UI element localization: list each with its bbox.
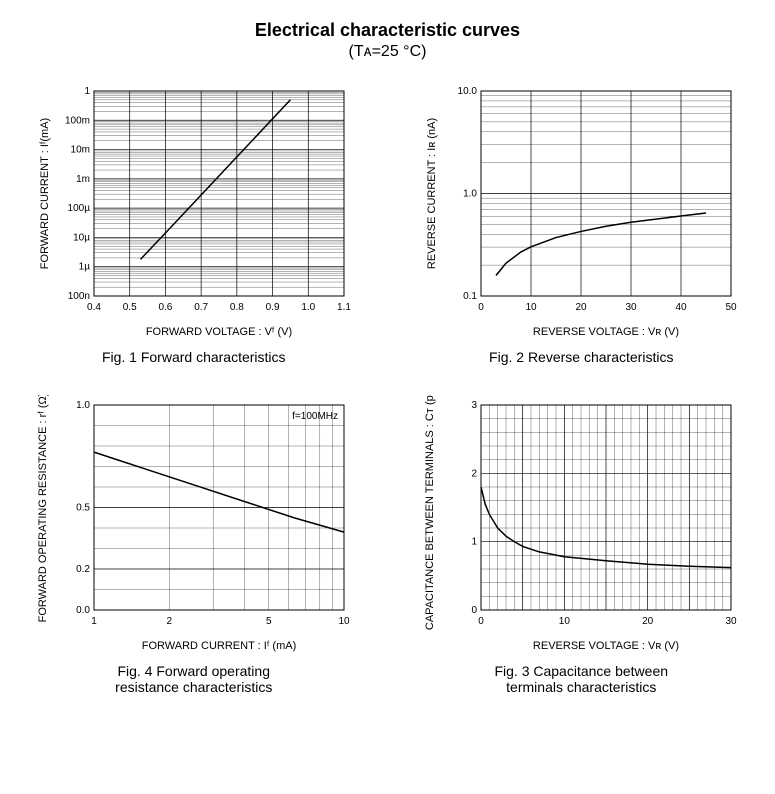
svg-text:1: 1 (91, 616, 97, 627)
svg-text:0.1: 0.1 (463, 291, 477, 302)
svg-text:0.4: 0.4 (87, 302, 101, 313)
caption-fig3: Fig. 3 Capacitance between terminals cha… (494, 663, 668, 695)
svg-text:10: 10 (338, 616, 350, 627)
svg-text:0.9: 0.9 (265, 302, 279, 313)
panel-fig4: 1 2 5 10 0.0 0.2 0.5 1.0 f=100MHz FORWARD CURRENT… (20, 395, 368, 695)
svg-text:0.8: 0.8 (230, 302, 244, 313)
svg-text:1.0: 1.0 (76, 400, 90, 411)
svg-text:10µ: 10µ (73, 232, 90, 243)
svg-text:1: 1 (84, 86, 90, 97)
svg-text:10: 10 (526, 302, 538, 313)
svg-text:f=100MHz: f=100MHz (292, 411, 338, 422)
svg-text:REVERSE VOLTAGE : Vʀ (V): REVERSE VOLTAGE : Vʀ (V) (533, 326, 679, 338)
svg-text:1: 1 (472, 537, 478, 548)
svg-text:10m: 10m (70, 145, 89, 156)
svg-text:0: 0 (478, 616, 484, 627)
svg-text:100n: 100n (68, 291, 90, 302)
chart-fig3: 0 10 20 30 0 1 2 3 REVERSE VOLTAGE : Vʀ (V) CAPAC… (421, 395, 741, 655)
svg-text:40: 40 (676, 302, 688, 313)
svg-text:10.0: 10.0 (458, 86, 478, 97)
svg-text:1.1: 1.1 (337, 302, 351, 313)
chart-fig1: 100n 1µ 10µ 100µ 1m 10m 100m 1 0.4 0.5 0.6 0.7 0.8 0.… (34, 81, 354, 341)
svg-text:0.6: 0.6 (158, 302, 172, 313)
svg-text:2: 2 (166, 616, 172, 627)
panel-fig3: 0 10 20 30 0 1 2 3 REVERSE VOLTAGE : Vʀ (V) CAPAC… (408, 395, 756, 695)
svg-text:3: 3 (472, 400, 478, 411)
svg-text:FORWARD CURRENT : Iᶠ (mA): FORWARD CURRENT : Iᶠ (mA) (142, 640, 296, 652)
svg-text:FORWARD CURRENT : Iᶠ(mA): FORWARD CURRENT : Iᶠ(mA) (39, 118, 51, 269)
svg-text:1m: 1m (76, 174, 90, 185)
svg-text:0.0: 0.0 (76, 605, 90, 616)
chart-grid: 100n 1µ 10µ 100µ 1m 10m 100m 1 0.4 0.5 0.6 0.7 0.8 0.… (20, 81, 755, 695)
caption-fig1: Fig. 1 Forward characteristics (102, 349, 286, 365)
svg-text:0.5: 0.5 (123, 302, 137, 313)
chart-fig4: 1 2 5 10 0.0 0.2 0.5 1.0 f=100MHz FORWARD CURRENT… (34, 395, 354, 655)
chart-fig2: 0.1 1.0 10.0 0 10 20 30 40 50 REVERSE VOLTAGE : V… (421, 81, 741, 341)
svg-text:50: 50 (726, 302, 738, 313)
caption-fig2: Fig. 2 Reverse characteristics (489, 349, 673, 365)
svg-text:REVERSE VOLTAGE : Vʀ (V): REVERSE VOLTAGE : Vʀ (V) (533, 640, 679, 652)
svg-text:1.0: 1.0 (301, 302, 315, 313)
svg-text:0.5: 0.5 (76, 503, 90, 514)
svg-text:0: 0 (478, 302, 484, 313)
svg-text:20: 20 (642, 616, 654, 627)
svg-text:100m: 100m (65, 115, 90, 126)
page-subtitle: (Tᴀ=25 °C) (20, 43, 755, 61)
svg-text:FORWARD OPERATING RESISTANCE :: FORWARD OPERATING RESISTANCE : rᶠ (Ω) (37, 395, 49, 622)
svg-text:30: 30 (626, 302, 638, 313)
svg-text:REVERSE CURRENT : Iʀ (nA): REVERSE CURRENT : Iʀ (nA) (426, 118, 438, 269)
svg-text:10: 10 (559, 616, 571, 627)
svg-text:1.0: 1.0 (463, 189, 477, 200)
svg-text:CAPACITANCE BETWEEN TERMINALS: CAPACITANCE BETWEEN TERMINALS : Cᴛ (pF) (424, 395, 436, 630)
svg-text:0.7: 0.7 (194, 302, 208, 313)
svg-text:1µ: 1µ (78, 262, 90, 273)
svg-text:5: 5 (266, 616, 272, 627)
svg-text:0.2: 0.2 (76, 564, 90, 575)
svg-text:FORWARD VOLTAGE : Vᶠ (V): FORWARD VOLTAGE : Vᶠ (V) (146, 326, 292, 338)
svg-text:20: 20 (576, 302, 588, 313)
svg-text:30: 30 (726, 616, 738, 627)
svg-text:0: 0 (472, 605, 478, 616)
svg-text:2: 2 (472, 468, 478, 479)
caption-fig4: Fig. 4 Forward operating resistance char… (115, 663, 272, 695)
panel-fig2: 0.1 1.0 10.0 0 10 20 30 40 50 REVERSE VOLTAGE : V… (408, 81, 756, 365)
panel-fig1: 100n 1µ 10µ 100µ 1m 10m 100m 1 0.4 0.5 0.6 0.7 0.8 0.… (20, 81, 368, 365)
svg-text:100µ: 100µ (67, 203, 90, 214)
page-title: Electrical characteristic curves (20, 20, 755, 41)
